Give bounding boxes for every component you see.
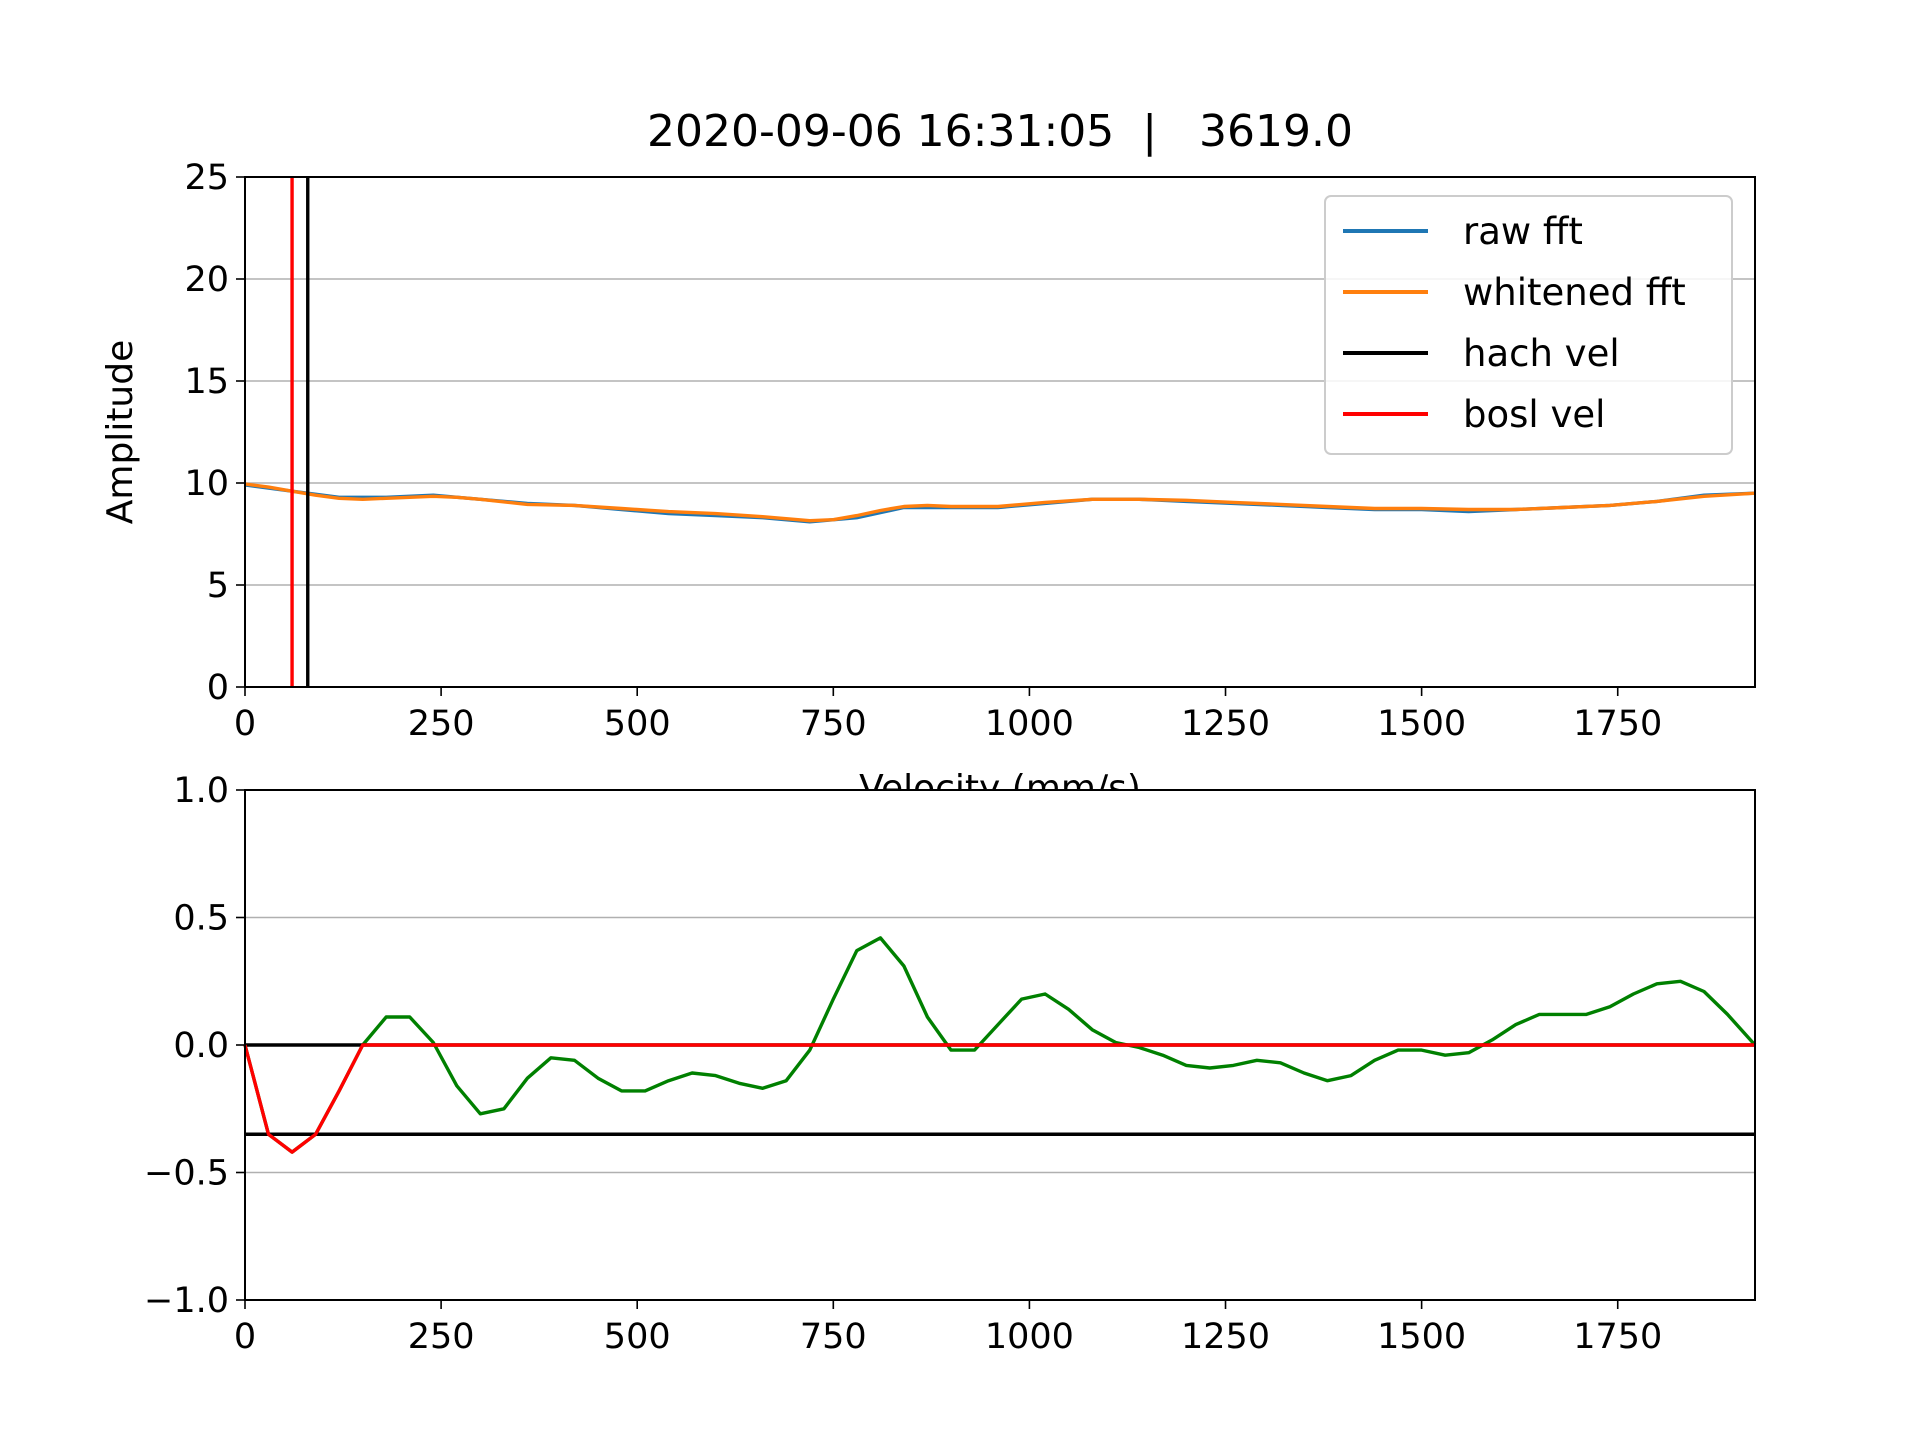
bottom-plot-y-tick-label: −1.0 bbox=[144, 1281, 229, 1321]
bottom-plot-y-tick-label: −0.5 bbox=[144, 1154, 229, 1194]
legend-entry-label: raw fft bbox=[1463, 210, 1583, 253]
top-plot-y-tick-label: 20 bbox=[184, 260, 229, 300]
bottom-plot-x-tick-label: 1500 bbox=[1377, 1317, 1466, 1357]
legend-box bbox=[1324, 195, 1733, 455]
bottom-plot-x-tick-label: 1000 bbox=[985, 1317, 1074, 1357]
bottom-plot-x-tick-label: 1250 bbox=[1181, 1317, 1270, 1357]
top-plot-frame bbox=[244, 176, 1756, 688]
bottom-plot-x-tick-label: 250 bbox=[408, 1317, 475, 1357]
legend-entry-label: bosl vel bbox=[1463, 393, 1605, 436]
whitened-fft-line bbox=[244, 482, 1756, 523]
top-plot-y-axis-label: Amplitude bbox=[100, 340, 141, 524]
series-0-line bbox=[243, 936, 1757, 1154]
bottom-plot-y-tick-label: 0.0 bbox=[173, 1026, 229, 1066]
top-plot-x-tick-label: 1750 bbox=[1573, 704, 1662, 744]
bottom-plot-x-tick-label: 750 bbox=[800, 1317, 867, 1357]
top-plot-x-tick-label: 1000 bbox=[985, 704, 1074, 744]
legend-entry-label: whitened fft bbox=[1463, 271, 1686, 314]
top-plot-y-tick-label: 15 bbox=[184, 362, 229, 402]
top-plot-y-tick-label: 10 bbox=[184, 464, 229, 504]
legend-entry-label: hach vel bbox=[1463, 332, 1620, 375]
top-plot-x-tick-label: 250 bbox=[408, 704, 475, 744]
top-plot-y-tick-label: 5 bbox=[207, 566, 229, 606]
bottom-plot-x-tick-label: 0 bbox=[234, 1317, 256, 1357]
bottom-plot-y-tick-label: 0.5 bbox=[173, 899, 229, 939]
top-plot-x-tick-label: 500 bbox=[604, 704, 671, 744]
top-plot-lines bbox=[244, 177, 1756, 687]
bottom-plot-y-ticks: −1.0 −0.5 0.0 0.5 1.0 bbox=[144, 771, 245, 1321]
top-plot: 0 250 500 750 1000 1250 1500 1750 0 5 10 15 20 25 20… bbox=[100, 106, 1756, 809]
bottom-plot-lines bbox=[243, 936, 1757, 1154]
top-plot-y-ticks: 0 5 10 15 20 25 bbox=[184, 158, 245, 708]
bottom-plot-x-tick-label: 1750 bbox=[1573, 1317, 1662, 1357]
top-plot-x-tick-label: 0 bbox=[234, 704, 256, 744]
legend: raw fft whitened fft hach vel bosl vel bbox=[1324, 195, 1733, 455]
top-plot-y-tick-label: 25 bbox=[184, 158, 229, 198]
series-1-line bbox=[243, 1043, 1755, 1154]
top-plot-x-ticks: 0 250 500 750 1000 1250 1500 1750 bbox=[234, 687, 1662, 744]
top-plot-y-tick-label: 0 bbox=[207, 668, 229, 708]
top-plot-x-tick-label: 1500 bbox=[1377, 704, 1466, 744]
bottom-plot-y-tick-label: 1.0 bbox=[173, 771, 229, 811]
top-plot-x-tick-label: 750 bbox=[800, 704, 867, 744]
bottom-plot-x-tick-label: 500 bbox=[604, 1317, 671, 1357]
bottom-plot-x-ticks: 0 250 500 750 1000 1250 1500 1750 bbox=[234, 1300, 1662, 1357]
top-plot-x-tick-label: 1250 bbox=[1181, 704, 1270, 744]
chart-title: 2020-09-06 16:31:05 | 3619.0 bbox=[647, 106, 1353, 157]
bottom-plot: 0 250 500 750 1000 1250 1500 1750 −1.0 −0.5 0.0 0.… bbox=[144, 771, 1757, 1357]
